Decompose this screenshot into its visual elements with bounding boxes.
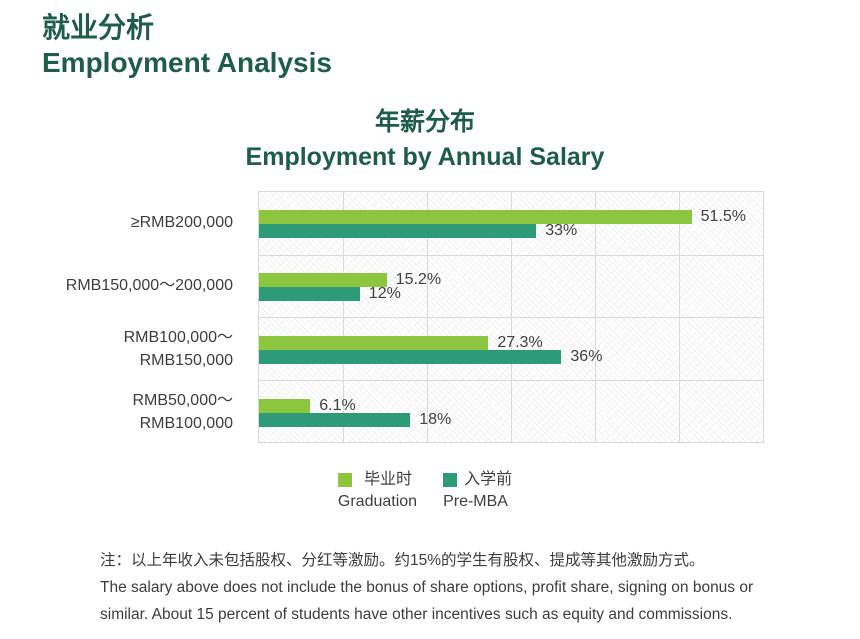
legend-label-zh: 毕业时 [363,471,412,488]
bar-row: 36% [259,347,763,365]
bar-row: 15.2% [259,270,763,288]
bar-row: 6.1% [259,396,763,414]
category-label-line: RMB150,000 [139,351,233,369]
category-label-line: ≥RMB200,000 [130,214,233,231]
plot-area: 51.5% 33% 15.2% 12% 27.3% 36% 6.1% 18% [258,191,764,443]
gridline-horizontal [259,379,763,381]
page-title-en: Employment Analysis [42,47,332,78]
category-label-line: RMB100,000 [139,414,233,432]
bar-value-label: 33% [545,221,578,239]
category-label-line: RMB100,000～ [123,328,233,346]
bar-row: 51.5% [259,207,763,225]
bar-value-label: 6.1% [319,396,356,414]
bar-row: 12% [259,284,763,302]
bar-value-label: 51.5% [700,207,746,225]
legend-label-en: Graduation [337,493,418,510]
bar-pre-mba [259,412,411,427]
bar-value-label: 27.3% [497,333,543,351]
legend-item-pre-mba: 入学前 Pre-MBA [443,470,512,511]
legend-swatch-graduation [337,473,352,487]
legend-swatch-pre-mba [443,473,458,487]
bar-graduation [259,335,489,350]
legend-label-en: Pre-MBA [443,493,508,510]
legend-label-zh: 入学前 [464,471,513,488]
category-label: ≥RMB200,000 [0,191,246,254]
footnote-en-line1: The salary above does not include the bo… [100,579,754,596]
gridline-horizontal [259,317,763,318]
bar-row: 18% [259,410,763,428]
chart-band: 27.3% 36% [259,318,763,381]
bar-pre-mba [259,223,537,238]
bar-value-label: 15.2% [395,270,442,288]
category-label: RMB100,000～ RMB150,000 [0,317,246,380]
chart-band: 51.5% 33% [259,192,763,255]
category-label: RMB150,000～200,000 [0,254,246,317]
bar-pre-mba [259,349,562,364]
category-labels: ≥RMB200,000 RMB150,000～200,000 RMB100,000～… [0,191,246,443]
bar-graduation [259,209,692,224]
bar-row: 33% [259,221,763,239]
bar-graduation [259,272,387,287]
chart-band: 15.2% 12% [259,255,763,318]
bar-value-label: 36% [570,347,603,365]
footnote-en-line2: similar. About 15 percent of students ha… [100,606,733,623]
footnotes: 注：以上年收入未包括股权、分红等激励。约15%的学生有股权、提成等其他激励方式。… [100,547,810,628]
page-header: 就业分析 Employment Analysis [42,10,332,80]
chart-title-zh: 年薪分布 [374,108,475,136]
chart-title-en: Employment by Annual Salary [245,143,605,171]
category-label-line: RMB50,000～ [132,391,234,409]
bar-pre-mba [259,286,360,301]
bar-value-label: 12% [368,284,401,302]
chart-band: 6.1% 18% [259,381,763,444]
category-label-line: RMB150,000～200,000 [65,277,233,294]
bar-graduation [259,398,311,413]
category-label: RMB50,000～ RMB100,000 [0,380,246,443]
footnote-zh: 注：以上年收入未包括股权、分红等激励。约15%的学生有股权、提成等其他激励方式。 [100,552,705,569]
page-title-zh: 就业分析 [42,12,155,43]
legend: 毕业时 Graduation 入学前 Pre-MBA [80,470,770,511]
bar-row: 27.3% [259,333,763,351]
legend-item-graduation: 毕业时 Graduation [337,470,418,511]
bar-value-label: 18% [419,410,452,428]
gridline-horizontal [259,254,763,256]
